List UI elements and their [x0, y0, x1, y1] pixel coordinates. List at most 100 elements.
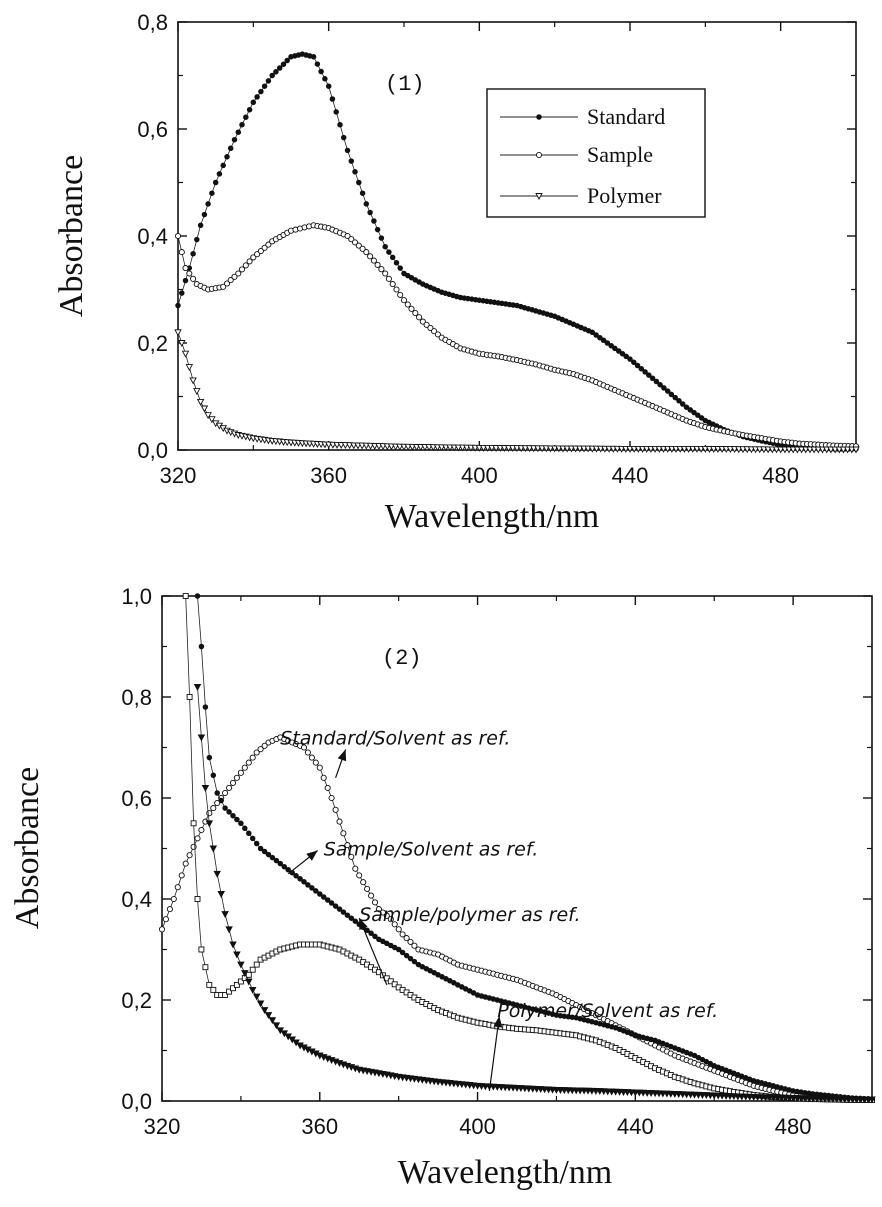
panel-1-point-sample [412, 309, 419, 317]
panel-1-point-standard [672, 394, 678, 401]
panel-2-point-sample-solvent-as-ref [403, 952, 410, 959]
panel-2-point-standard-solvent-as-ref [241, 764, 248, 771]
annotation-polymer-solvent: Polymer/Solvent as ref. [497, 1000, 718, 1022]
panel-1-point-standard [250, 99, 257, 106]
panel-1-point-standard [679, 401, 686, 407]
panel-1-point-standard [367, 209, 373, 216]
panel-2-point-standard-solvent-as-ref [210, 805, 217, 812]
panel-2-point-standard-solvent-as-ref [371, 899, 379, 906]
panel-2-point-sample-solvent-as-ref [332, 903, 339, 909]
panel-2-point-polymer-solvent-as-ref [205, 820, 214, 828]
panel-2-point-polymer-solvent-as-ref [256, 1000, 265, 1008]
panel-1-point-standard [340, 134, 347, 141]
panel-1-point-polymer [178, 340, 186, 347]
panel-2-point-standard-solvent-as-ref [379, 909, 386, 916]
panel-1-point-sample [404, 301, 411, 308]
panel-1-point-sample [250, 254, 257, 261]
panel-1-point-sample [427, 324, 434, 332]
legend-marker-polymer [535, 193, 543, 200]
panel-2-point-sample-solvent-as-ref [261, 848, 268, 855]
panel-2-point-standard-solvent-as-ref [383, 912, 390, 919]
annotation-sample-polymer: Sample/polymer as ref. [359, 904, 580, 926]
panel-2-point-polymer-solvent-as-ref [237, 961, 245, 969]
panel-2-point-polymer-solvent-as-ref [217, 891, 225, 898]
panel-2-point-sample-solvent-as-ref [372, 933, 378, 940]
panel-1-point-standard [216, 171, 223, 177]
panel-1-line-sample [177, 224, 857, 447]
panel-2-point-standard-solvent-as-ref [206, 810, 213, 817]
panel-1-point-standard [254, 94, 260, 100]
panel-1-series-sample [174, 222, 860, 450]
panel-2-point-standard-solvent-as-ref [403, 935, 410, 942]
panel-2-point-standard-solvent-as-ref [411, 942, 418, 949]
panel-2-point-sample-polymer-as-ref [198, 946, 205, 953]
panel-2-point-sample-solvent-as-ref [313, 888, 319, 894]
panel-2-point-standard-solvent-as-ref [300, 744, 308, 751]
panel-1-point-standard [243, 114, 249, 120]
panel-2-point-sample-polymer-as-ref [190, 820, 197, 827]
legend-marker-standard [536, 114, 542, 120]
panel-1-point-standard [212, 179, 219, 186]
panel-2-point-standard-solvent-as-ref [375, 906, 382, 913]
panel-1-point-sample [423, 321, 430, 328]
panel-2-point-polymer-solvent-as-ref [252, 993, 261, 1001]
panel-1-point-standard [220, 162, 226, 169]
panel-2-point-sample-polymer-as-ref [206, 981, 213, 988]
panel-1-point-standard [197, 222, 204, 229]
annotation-arrow-head [493, 1016, 503, 1028]
panel-1-point-standard [239, 121, 245, 128]
panel-2-point-sample-solvent-as-ref [222, 805, 228, 811]
panel-1-point-standard [280, 61, 287, 68]
panel-2-point-sample-solvent-as-ref [265, 851, 272, 858]
panel-2-point-standard-solvent-as-ref [194, 835, 201, 842]
panel-2-point-standard-solvent-as-ref [182, 860, 189, 867]
panel-1-point-sample [419, 318, 426, 325]
panel-1-point-standard [179, 290, 185, 296]
panel-1-point-standard [265, 78, 272, 84]
panel-2-point-sample-solvent-as-ref [277, 860, 284, 867]
panel-1-point-sample [220, 283, 227, 290]
panel-2-point-standard-solvent-as-ref [340, 830, 347, 837]
panel-2-point-sample-solvent-as-ref [230, 812, 236, 819]
panel-2-series-standard-solvent-as-ref [158, 734, 876, 1104]
panel-2-x-tick-label: 400 [459, 1114, 496, 1139]
panel-1-y-tick-label: 0,8 [137, 10, 168, 35]
panel-2-point-sample-solvent-as-ref [399, 949, 406, 956]
panel-2-y-axis-title: Absorbance [9, 767, 46, 929]
panel-1-point-standard [194, 236, 200, 243]
panel-1-point-sample [378, 266, 385, 273]
panel-2-point-sample-solvent-as-ref [257, 845, 264, 852]
panel-1-point-standard [359, 190, 366, 196]
panel-1-point-standard [205, 201, 211, 207]
panel-1-point-sample [385, 275, 392, 282]
panel-2-x-tick-label: 480 [775, 1114, 812, 1139]
panel-2-point-polymer-solvent-as-ref [225, 926, 233, 934]
panel-2-point-standard-solvent-as-ref [190, 843, 197, 850]
panel-1-point-standard [389, 254, 396, 261]
panel-2-y-tick-label: 0,2 [121, 988, 152, 1013]
panel-2-y-tick-label: 0,8 [121, 685, 152, 710]
panel-1-point-standard [623, 353, 629, 360]
panel-1-point-standard [329, 96, 336, 102]
panel-1-point-sample [254, 251, 261, 258]
panel-1-point-standard [593, 332, 599, 338]
panel-1-point-sample [182, 265, 189, 272]
panel-2-x-tick-label: 320 [144, 1114, 181, 1139]
panel-1-point-standard [378, 235, 385, 241]
panel-2-point-polymer-solvent-as-ref [268, 1017, 277, 1025]
panel-1-point-standard [676, 398, 682, 404]
annotation-sample-solvent: Sample/Solvent as ref. [324, 839, 539, 861]
panel-2-x-axis-title: Wavelength/nm [398, 1154, 612, 1191]
panel-1-point-standard [664, 388, 671, 394]
panel-2-point-standard-solvent-as-ref [162, 916, 169, 923]
panel-1-point-standard [322, 76, 328, 82]
panel-1-point-standard [612, 345, 618, 352]
panel-1-series-standard [175, 51, 859, 452]
panel-2-point-standard-solvent-as-ref [249, 754, 256, 761]
panel-1-point-sample [355, 242, 362, 249]
panel-1-y-tick-label: 0,0 [137, 438, 168, 463]
panel-2-point-sample-solvent-as-ref [297, 876, 303, 882]
panel-2-point-standard-solvent-as-ref [364, 885, 371, 892]
panel-1-point-sample [389, 281, 396, 288]
